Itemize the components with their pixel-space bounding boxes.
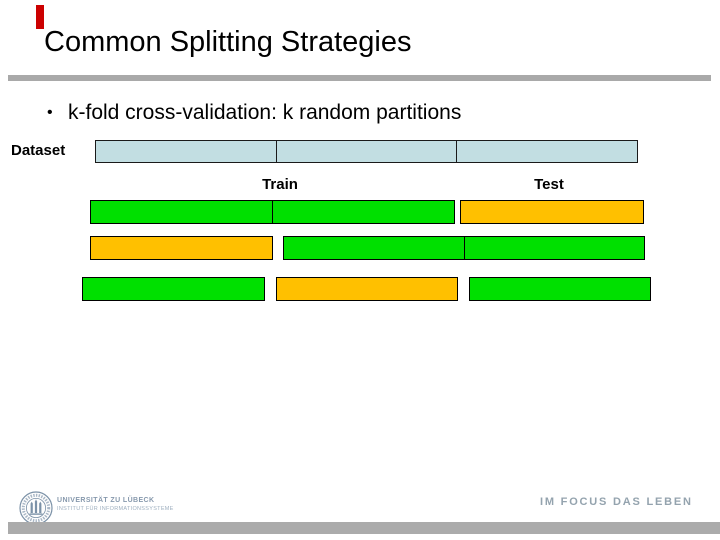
footer-bar (8, 522, 720, 534)
university-seal-icon (19, 491, 53, 525)
dataset-segment (277, 141, 458, 162)
accent-red-bar (36, 5, 44, 29)
bullet-line: • k-fold cross-validation: k random parti… (47, 101, 461, 125)
fold-cell-train (469, 277, 651, 301)
dataset-segment (96, 141, 277, 162)
fold-cell-train (464, 236, 645, 260)
dataset-bar (95, 140, 638, 163)
title-divider (8, 75, 711, 81)
fold-cell-train (272, 200, 455, 224)
university-text-block: UNIVERSITÄT ZU LÜBECK INSTITUT FÜR INFOR… (57, 497, 174, 513)
bullet-marker: • (47, 104, 53, 121)
institute-name: INSTITUT FÜR INFORMATIONSSYSTEME (57, 505, 174, 512)
fold-cell-test (90, 236, 273, 260)
fold-cell-test (460, 200, 644, 224)
test-label: Test (534, 176, 564, 193)
fold-cell-train (90, 200, 273, 224)
slide-title: Common Splitting Strategies (44, 26, 412, 58)
dataset-label: Dataset (11, 142, 66, 159)
train-label: Train (262, 176, 298, 193)
dataset-segment (457, 141, 637, 162)
fold-cell-train (82, 277, 265, 301)
fold-cell-train (283, 236, 465, 260)
fold-cell-test (276, 277, 458, 301)
bullet-text: k-fold cross-validation: k random partit… (68, 101, 462, 124)
university-name: UNIVERSITÄT ZU LÜBECK (57, 497, 155, 504)
motto-text: IM FOCUS DAS LEBEN (540, 496, 693, 508)
